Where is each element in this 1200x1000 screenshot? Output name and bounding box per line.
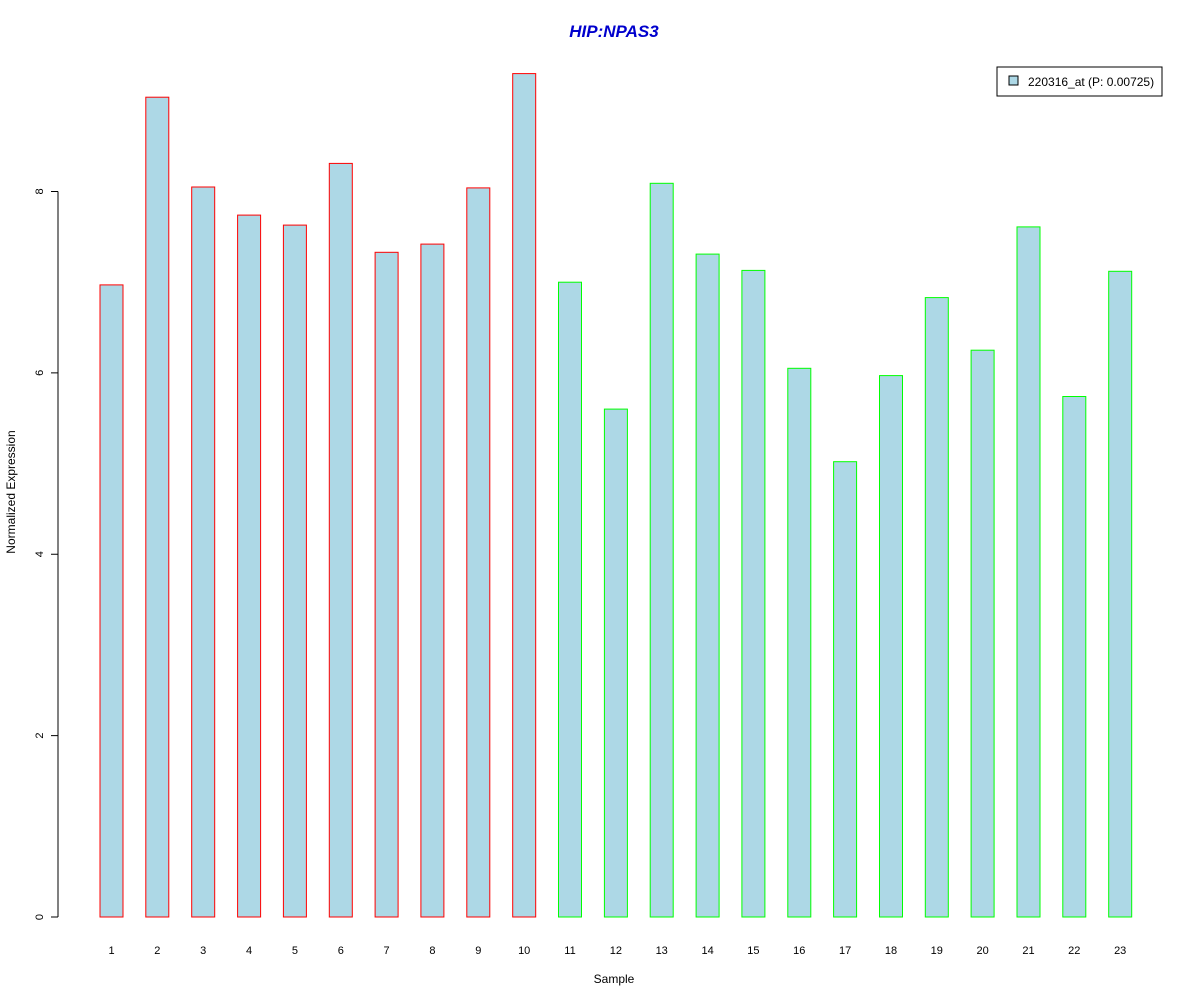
x-tick-label: 10 [518, 945, 530, 957]
bar [924, 297, 949, 918]
x-tick-label: 1 [108, 945, 114, 957]
x-tick-label: 11 [564, 945, 575, 957]
bar [695, 253, 720, 918]
x-tick-label: 22 [1068, 945, 1080, 957]
bar [649, 182, 674, 918]
bar [603, 408, 628, 918]
bar [970, 349, 995, 918]
x-tick-label: 4 [246, 945, 252, 957]
bar [328, 162, 353, 918]
x-tick-label: 18 [885, 945, 897, 957]
legend-swatch [1008, 75, 1019, 86]
bar [741, 269, 766, 918]
bars-group [99, 73, 1133, 918]
bar [145, 96, 170, 918]
x-tick-labels: 1 2 3 4 5 6 7 8 9 10 11 12 13 14 15 16 17 18 19 20 21 22 23 [108, 945, 1126, 957]
x-tick-label: 19 [931, 945, 943, 957]
bar [237, 214, 262, 918]
x-tick-label: 14 [701, 945, 713, 957]
bar [558, 281, 582, 918]
bar [191, 186, 216, 918]
bar [512, 73, 537, 918]
x-tick-label: 9 [475, 945, 481, 957]
x-axis-label: Sample [594, 972, 635, 986]
bar [1062, 396, 1087, 918]
chart-title: HIP:NPAS3 [569, 22, 659, 41]
y-tick-label: 4 [34, 551, 46, 557]
bar [420, 243, 445, 918]
x-tick-label: 13 [656, 945, 668, 957]
bar [1108, 270, 1133, 918]
bar [374, 251, 399, 918]
x-tick-label: 17 [839, 945, 851, 957]
bar [833, 461, 858, 918]
x-tick-label: 3 [200, 945, 206, 957]
bar [99, 284, 124, 918]
bar [879, 375, 903, 918]
y-axis-label: Normalized Expression [4, 430, 18, 553]
y-axis: 0 2 4 6 8 [34, 188, 59, 920]
x-tick-label: 6 [338, 945, 344, 957]
bar [466, 187, 491, 918]
legend: 220316_at (P: 0.00725) [996, 66, 1163, 97]
x-tick-label: 23 [1114, 945, 1126, 957]
y-tick-label: 0 [34, 914, 46, 920]
x-tick-label: 12 [610, 945, 622, 957]
bar [1016, 226, 1041, 918]
x-tick-label: 20 [976, 945, 988, 957]
y-tick-label: 6 [34, 370, 46, 376]
x-tick-label: 8 [429, 945, 435, 957]
x-tick-label: 21 [1022, 945, 1034, 957]
y-tick-label: 8 [34, 188, 46, 194]
x-tick-label: 15 [747, 945, 759, 957]
x-tick-label: 16 [793, 945, 805, 957]
legend-box [996, 66, 1163, 97]
legend-entry-label: 220316_at (P: 0.00725) [1028, 75, 1154, 89]
x-tick-label: 7 [384, 945, 390, 957]
bar [282, 224, 307, 918]
x-tick-label: 2 [154, 945, 160, 957]
x-tick-label: 5 [292, 945, 298, 957]
bar [787, 367, 812, 918]
y-tick-label: 2 [34, 733, 46, 739]
